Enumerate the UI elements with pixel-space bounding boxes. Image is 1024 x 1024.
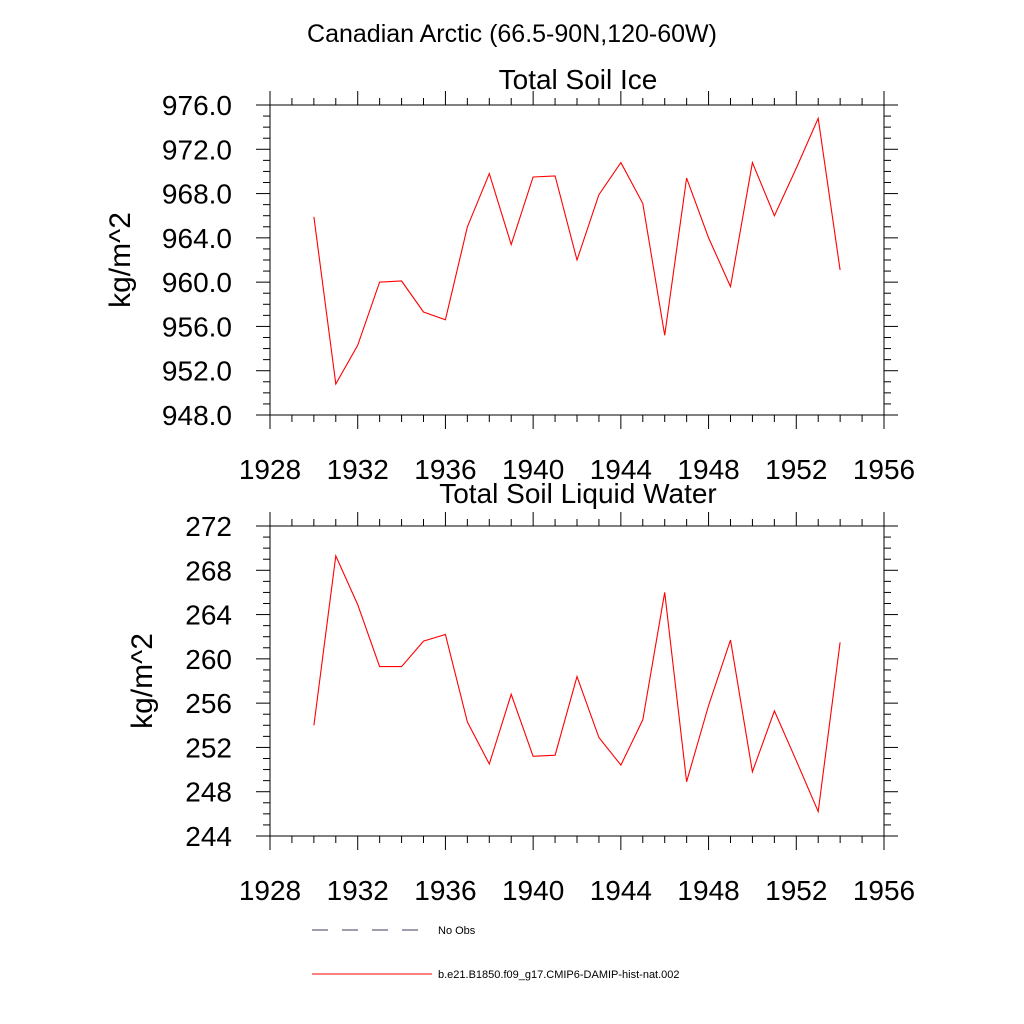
x-tick-label: 1948	[677, 454, 739, 485]
x-tick-label: 1928	[239, 454, 301, 485]
y-tick-label: 948.0	[162, 400, 232, 431]
y-tick-label: 248	[185, 777, 232, 808]
y-tick-label: 264	[185, 600, 232, 631]
y-tick-label: 960.0	[162, 267, 232, 298]
panel-total-soil-ice: Total Soil Ice kg/m^2 948.0 952.0 956.0 960…	[104, 64, 915, 485]
series-line	[313, 116, 841, 386]
y-tick-label: 272	[185, 511, 232, 542]
x-tick-label: 1956	[853, 875, 915, 906]
series-line	[313, 553, 841, 814]
y-tick-label: 968.0	[162, 179, 232, 210]
panel-title: Total Soil Ice	[499, 64, 658, 95]
panel-total-soil-liquid-water: Total Soil Liquid Water kg/m^2 244 248 252…	[126, 478, 915, 906]
y-tick-label: 956.0	[162, 311, 232, 342]
x-tick-label: 1952	[765, 875, 827, 906]
plot-frame	[269, 525, 885, 837]
x-tick-label: 1932	[327, 875, 389, 906]
x-tick-label: 1928	[239, 875, 301, 906]
y-tick-label: 252	[185, 732, 232, 763]
x-tick-label: 1944	[590, 875, 652, 906]
legend-label-model: b.e21.B1850.f09_g17.CMIP6-DAMIP-hist-nat…	[438, 969, 680, 981]
figure-title: Canadian Arctic (66.5-90N,120-60W)	[307, 20, 717, 48]
x-tick-label: 1948	[677, 875, 739, 906]
y-tick-label: 972.0	[162, 134, 232, 165]
y-tick-label: 964.0	[162, 223, 232, 254]
y-tick-label: 256	[185, 688, 232, 719]
y-tick-label: 260	[185, 644, 232, 675]
panel-title: Total Soil Liquid Water	[439, 478, 717, 509]
y-axis-label: kg/m^2	[104, 212, 137, 308]
x-tick-label: 1932	[327, 454, 389, 485]
y-tick-label: 244	[185, 821, 232, 852]
x-tick-label: 1956	[853, 454, 915, 485]
y-tick-label: 976.0	[162, 90, 232, 121]
legend-label-no-obs: No Obs	[438, 925, 476, 937]
x-tick-label: 1944	[590, 454, 652, 485]
y-axis-label: kg/m^2	[126, 633, 159, 729]
y-tick-label: 268	[185, 555, 232, 586]
x-tick-label: 1936	[414, 875, 476, 906]
x-tick-label: 1940	[502, 454, 564, 485]
x-tick-label: 1936	[414, 454, 476, 485]
x-tick-label: 1940	[502, 875, 564, 906]
legend: No Obs b.e21.B1850.f09_g17.CMIP6-DAMIP-h…	[312, 925, 680, 981]
y-tick-label: 952.0	[162, 356, 232, 387]
x-tick-label: 1952	[765, 454, 827, 485]
